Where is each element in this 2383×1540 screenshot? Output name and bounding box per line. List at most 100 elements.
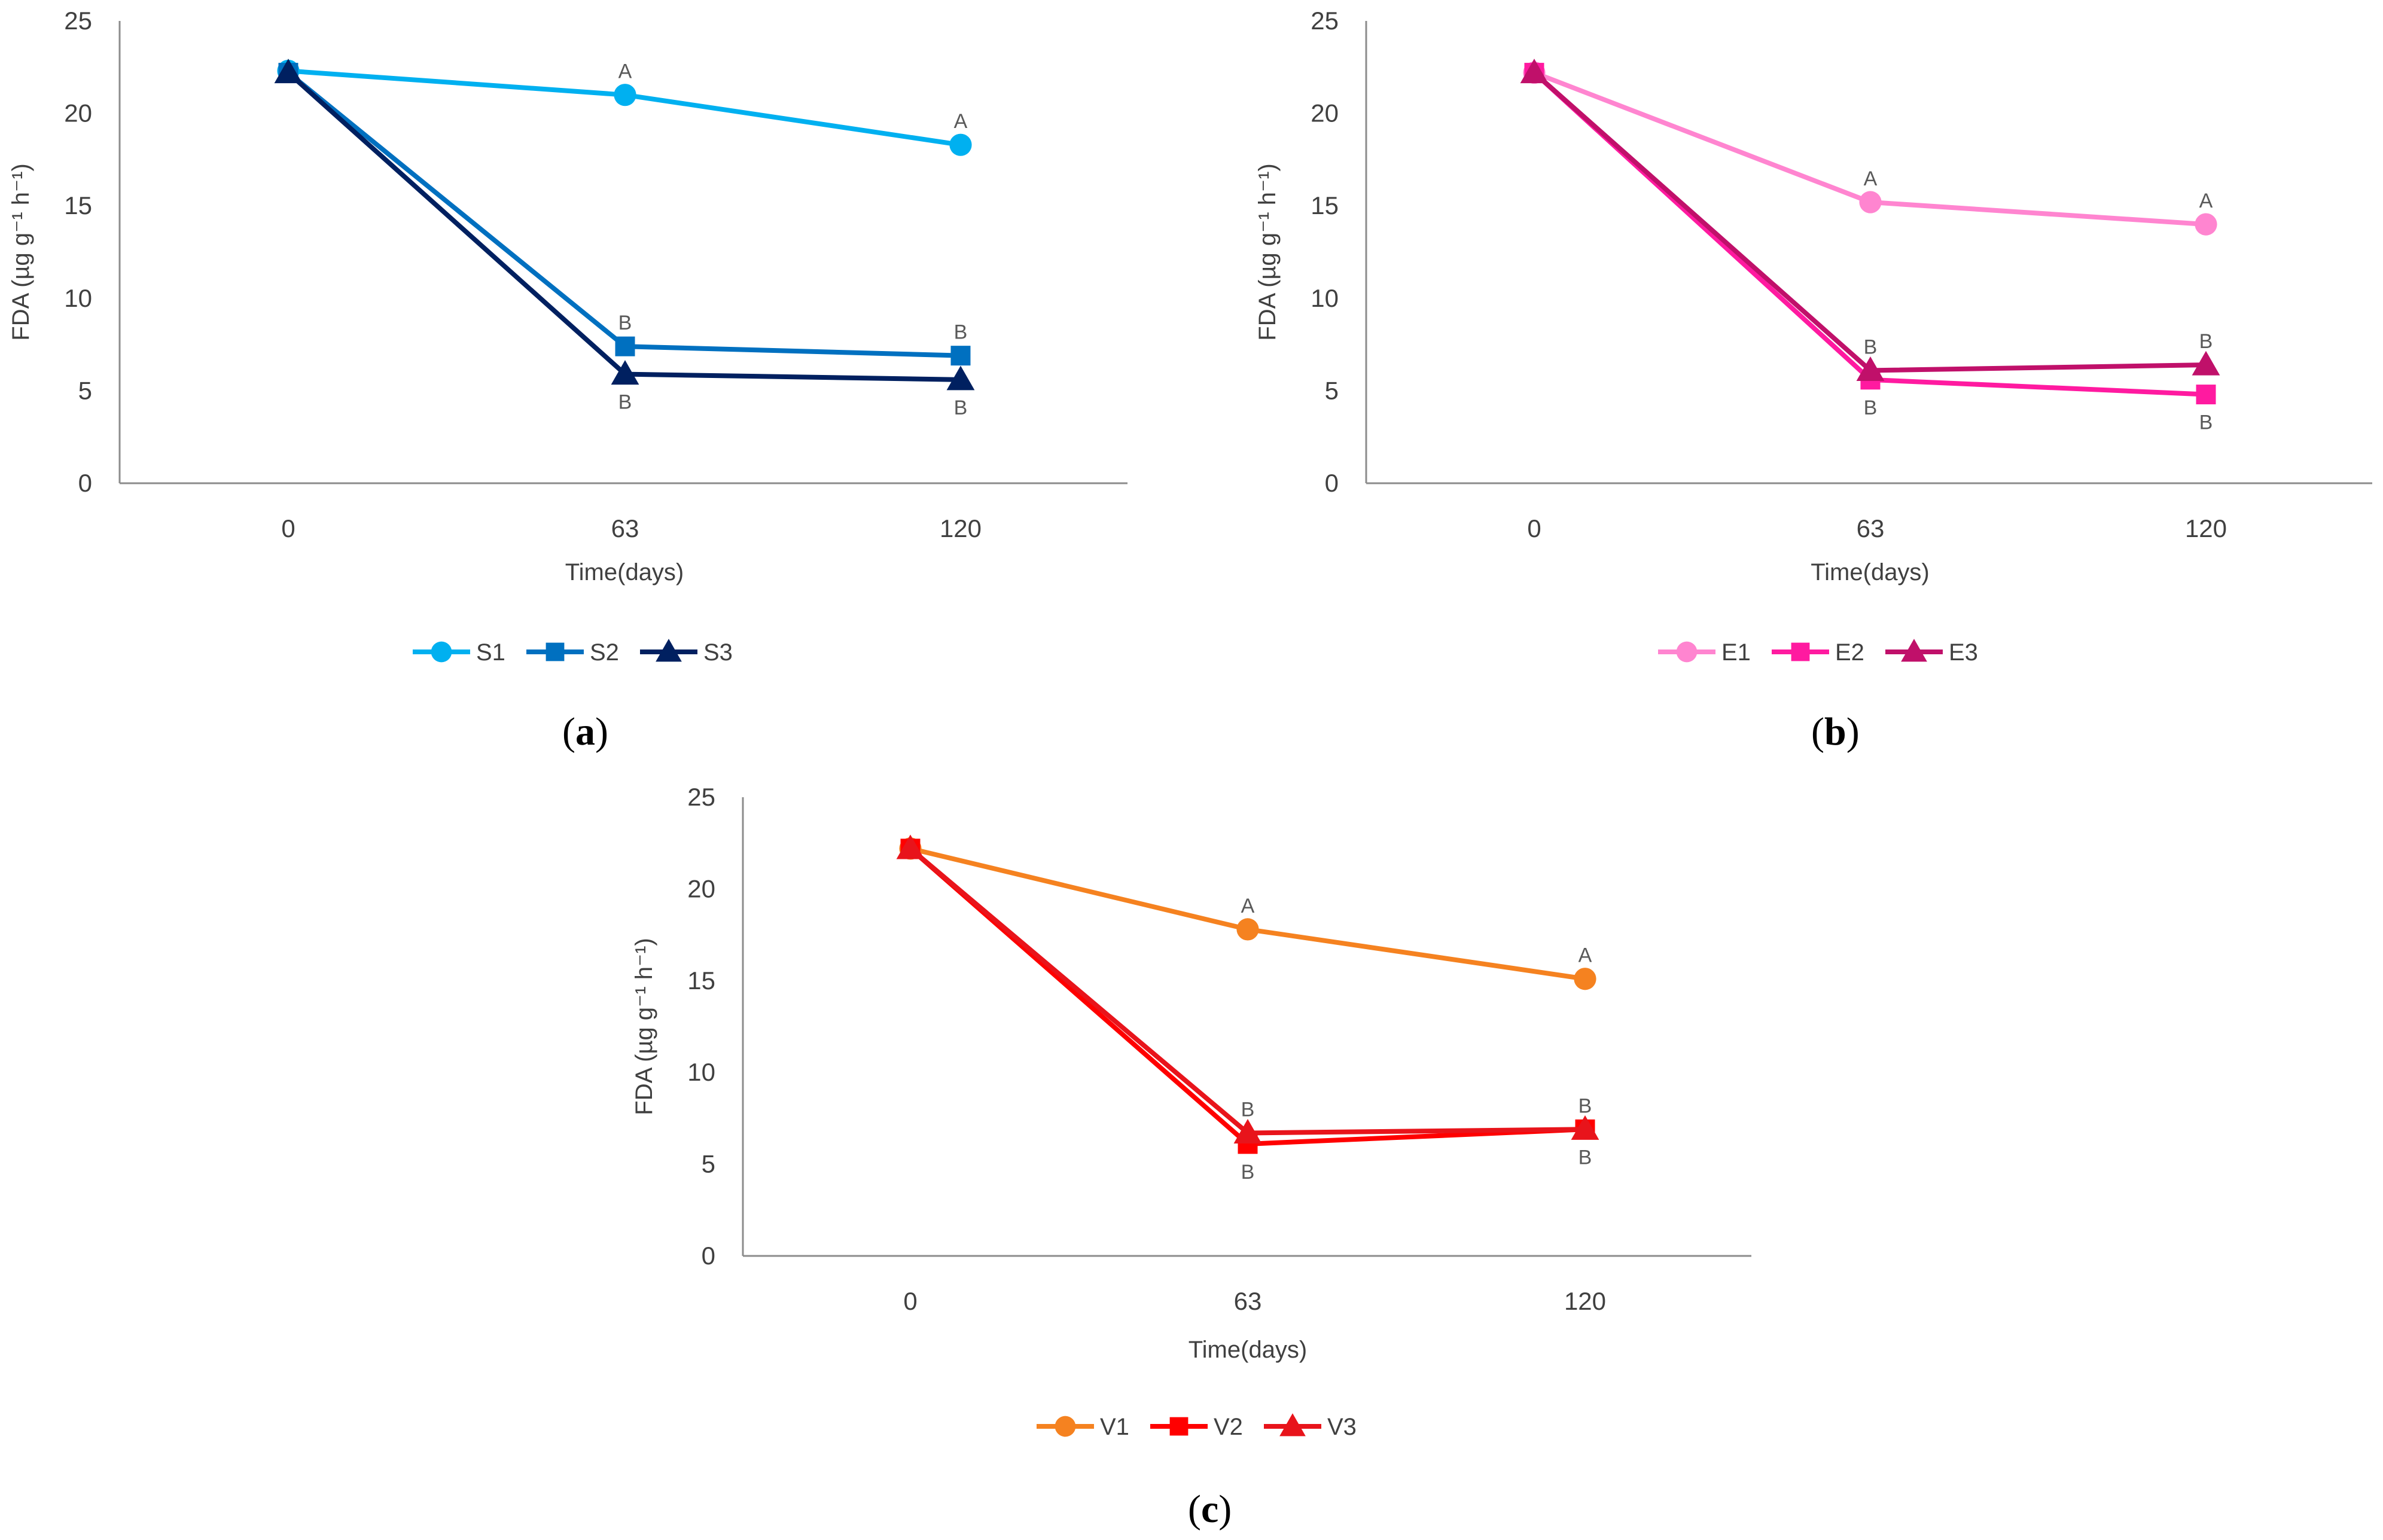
legend-label: V2	[1214, 1414, 1243, 1440]
legend: S1 S2 S3	[413, 639, 733, 666]
panel-label-letter: b	[1824, 710, 1846, 754]
panel-label: (c)	[1188, 1487, 1232, 1531]
x-axis-title: Time(days)	[1811, 559, 1930, 585]
panel-label-paren: (	[562, 710, 575, 754]
significance-letter: A	[1241, 895, 1255, 917]
legend-marker	[1676, 641, 1698, 663]
y-tick-label: 25	[64, 7, 92, 35]
y-tick-label: 15	[687, 966, 715, 995]
legend-item-s2: S2	[526, 639, 619, 666]
data-point	[1856, 356, 1885, 381]
legend-label: V1	[1100, 1414, 1129, 1440]
y-tick-label: 15	[64, 191, 92, 219]
series-v1: AA	[899, 837, 1596, 990]
series-e1: AA	[1523, 61, 2217, 236]
significance-letter: A	[618, 60, 632, 83]
legend-label: E1	[1721, 639, 1751, 666]
legend-item-v3: V3	[1264, 1413, 1357, 1440]
legend-label: V3	[1327, 1414, 1357, 1440]
x-tick-label: 0	[281, 514, 295, 542]
data-point	[946, 365, 975, 391]
chart-panel-c: 0 5 10 15 20 25 0 63 120 Time(days) FDA (µg g⁻¹ h⁻…	[631, 783, 1751, 1531]
data-point	[1236, 918, 1259, 941]
significance-letter: B	[1578, 1094, 1592, 1117]
x-tick-label: 120	[1564, 1287, 1606, 1315]
legend-item-e2: E2	[1772, 639, 1864, 666]
panel-label: (a)	[562, 710, 608, 754]
significance-letter: B	[954, 397, 968, 419]
y-tick-label: 20	[687, 874, 715, 902]
data-point	[896, 834, 925, 859]
significance-letter: B	[1864, 336, 1878, 358]
y-tick-label: 20	[64, 99, 92, 127]
chart-panel-b: 0 5 10 15 20 25 0 63 120 Time(days) FDA (µg g⁻¹ h⁻…	[1254, 7, 2372, 754]
y-tick-label: 10	[687, 1058, 715, 1086]
x-tick-label: 0	[1527, 514, 1541, 542]
x-tick-label: 63	[1234, 1287, 1262, 1315]
significance-letter: B	[1578, 1146, 1592, 1169]
legend: V1 V2 V3	[1037, 1413, 1357, 1440]
legend-item-s3: S3	[640, 639, 733, 666]
legend-label: S3	[703, 639, 733, 666]
data-point	[274, 59, 303, 84]
panel-label-paren: )	[1846, 710, 1860, 754]
data-point	[2192, 350, 2220, 376]
legend-label: E2	[1835, 639, 1864, 666]
legend-label: S1	[476, 639, 505, 666]
x-tick-label: 63	[611, 514, 639, 542]
y-tick-label: 5	[1325, 376, 1339, 404]
data-point	[2196, 385, 2216, 405]
legend-marker	[1791, 642, 1810, 661]
data-point	[1520, 59, 1549, 84]
panel-label-letter: c	[1201, 1487, 1218, 1531]
data-point	[1859, 191, 1882, 214]
legend-item-e1: E1	[1658, 639, 1751, 666]
panel-label-paren: )	[595, 710, 608, 754]
data-point	[1574, 968, 1596, 990]
y-tick-label: 5	[78, 376, 92, 404]
panel-label-letter: a	[575, 710, 595, 754]
legend: E1 E2 E3	[1658, 639, 1978, 666]
legend-marker	[656, 639, 682, 662]
legend-item-e3: E3	[1885, 639, 1978, 666]
y-tick-label: 0	[702, 1242, 715, 1270]
data-point	[611, 360, 639, 385]
legend-item-s1: S1	[413, 639, 505, 666]
y-tick-label: 10	[64, 284, 92, 312]
legend-label: E3	[1949, 639, 1978, 666]
data-point	[2195, 213, 2217, 236]
y-axis-title: FDA (µg g⁻¹ h⁻¹)	[8, 163, 34, 340]
x-tick-label: 120	[940, 514, 982, 542]
significance-letter: A	[2199, 190, 2213, 212]
x-axis-title: Time(days)	[565, 559, 684, 585]
legend-marker	[1901, 639, 1927, 662]
panel-label-paren: (	[1188, 1487, 1201, 1531]
series-s1: AA	[277, 59, 972, 156]
x-axis-title: Time(days)	[1189, 1337, 1308, 1363]
data-point	[1233, 1119, 1262, 1143]
y-tick-label: 10	[1311, 284, 1339, 312]
legend-marker	[546, 642, 565, 661]
x-tick-label: 63	[1857, 514, 1885, 542]
y-tick-label: 0	[1325, 469, 1339, 497]
significance-letter: A	[1864, 167, 1878, 190]
significance-letter: A	[954, 110, 968, 133]
series-line	[1532, 71, 2207, 373]
data-point	[949, 133, 972, 156]
legend-item-v1: V1	[1037, 1414, 1129, 1440]
y-tick-label: 25	[687, 783, 715, 811]
y-tick-label: 20	[1311, 99, 1339, 127]
data-point	[1571, 1115, 1599, 1140]
y-tick-label: 15	[1311, 191, 1339, 219]
series-line	[909, 846, 1586, 1136]
significance-letter: B	[1241, 1161, 1255, 1184]
y-tick-label: 5	[702, 1150, 715, 1178]
significance-letter: B	[1241, 1098, 1255, 1121]
significance-letter: A	[1578, 944, 1592, 967]
chart-panel-a: 0 5 10 15 20 25 0 63 120 Time(days) FDA (µg g⁻¹ h⁻…	[8, 7, 1127, 754]
x-tick-label: 0	[903, 1287, 917, 1315]
significance-letter: B	[618, 312, 632, 334]
